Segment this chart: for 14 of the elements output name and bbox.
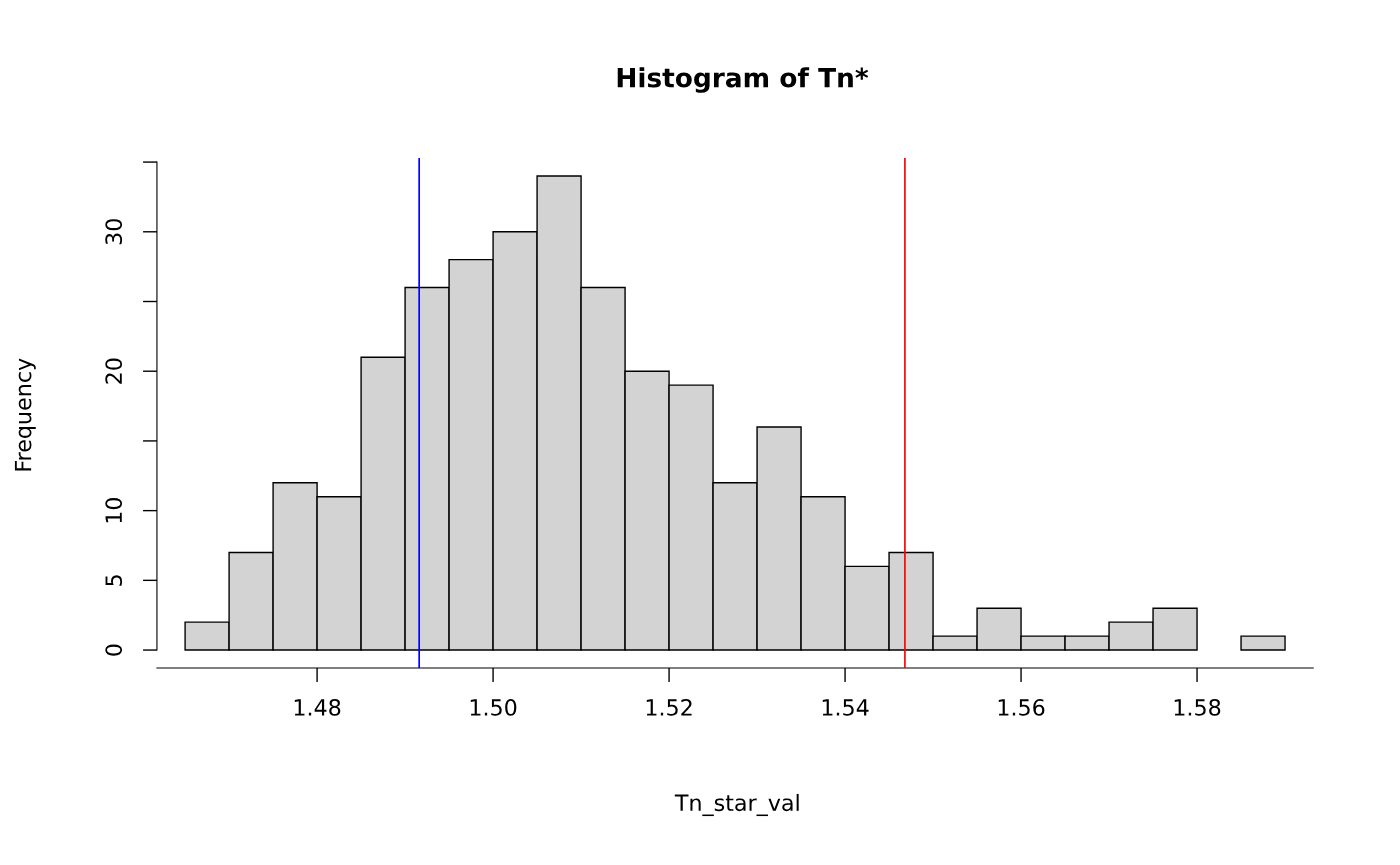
y-axis-title: Frequency	[14, 358, 36, 471]
x-tick-label: 1.56	[998, 698, 1045, 716]
y-tick-label: 0	[105, 644, 123, 656]
x-axis-title: Tn_star_val	[674, 793, 799, 817]
x-tick-label: 1.48	[294, 698, 341, 716]
x-tick-label: 1.52	[646, 698, 692, 716]
y-tick-label: 5	[105, 575, 123, 586]
y-tick-label: 30	[105, 219, 123, 245]
x-tick-label: 1.58	[1174, 698, 1221, 716]
chart-title: Histogram of Tn*	[617, 67, 869, 93]
x-tick-label: 1.54	[822, 699, 869, 716]
y-tick-label: 20	[105, 358, 123, 384]
x-tick-label: 1.50	[470, 698, 517, 716]
y-tick-label: 10	[105, 497, 123, 523]
